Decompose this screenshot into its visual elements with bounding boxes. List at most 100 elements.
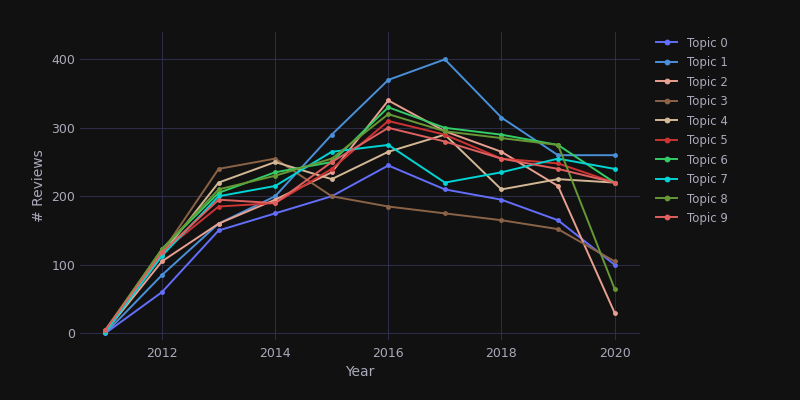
Topic 5 bbox=[214, 204, 223, 209]
Topic 4 bbox=[158, 252, 167, 257]
Topic 6 bbox=[497, 132, 506, 137]
Topic 0 bbox=[214, 228, 223, 233]
Topic 3 bbox=[270, 156, 280, 161]
Topic 8 bbox=[327, 156, 337, 161]
Topic 9 bbox=[214, 197, 223, 202]
Topic 4 bbox=[270, 160, 280, 164]
Topic 1 bbox=[383, 78, 393, 82]
Topic 5 bbox=[553, 161, 562, 166]
Topic 7 bbox=[383, 142, 393, 147]
Topic 6 bbox=[610, 180, 619, 185]
X-axis label: Year: Year bbox=[346, 366, 374, 380]
Topic 9 bbox=[553, 166, 562, 171]
Topic 9 bbox=[610, 180, 619, 185]
Line: Topic 6: Topic 6 bbox=[103, 105, 617, 334]
Topic 4 bbox=[440, 132, 450, 137]
Topic 3 bbox=[158, 250, 167, 255]
Topic 8 bbox=[383, 112, 393, 116]
Topic 7 bbox=[497, 170, 506, 175]
Topic 7 bbox=[214, 194, 223, 199]
Topic 1 bbox=[101, 331, 110, 336]
Topic 2 bbox=[610, 310, 619, 315]
Topic 5 bbox=[270, 201, 280, 206]
Topic 6 bbox=[440, 126, 450, 130]
Topic 5 bbox=[610, 180, 619, 185]
Topic 4 bbox=[214, 180, 223, 185]
Topic 9 bbox=[270, 201, 280, 206]
Topic 4 bbox=[553, 177, 562, 182]
Line: Topic 5: Topic 5 bbox=[103, 118, 617, 334]
Topic 0 bbox=[158, 290, 167, 294]
Topic 1 bbox=[497, 115, 506, 120]
Topic 8 bbox=[158, 246, 167, 251]
Topic 6 bbox=[214, 190, 223, 195]
Topic 7 bbox=[440, 180, 450, 185]
Topic 2 bbox=[101, 329, 110, 334]
Topic 8 bbox=[214, 187, 223, 192]
Topic 5 bbox=[101, 329, 110, 334]
Topic 2 bbox=[327, 170, 337, 175]
Topic 0 bbox=[270, 211, 280, 216]
Topic 2 bbox=[214, 221, 223, 226]
Topic 3 bbox=[383, 204, 393, 209]
Topic 1 bbox=[158, 272, 167, 277]
Line: Topic 2: Topic 2 bbox=[103, 98, 617, 334]
Topic 6 bbox=[553, 142, 562, 147]
Topic 1 bbox=[270, 194, 280, 199]
Topic 3 bbox=[440, 211, 450, 216]
Topic 7 bbox=[553, 156, 562, 161]
Line: Topic 7: Topic 7 bbox=[103, 142, 617, 334]
Topic 2 bbox=[553, 184, 562, 188]
Line: Topic 8: Topic 8 bbox=[103, 112, 617, 332]
Line: Topic 9: Topic 9 bbox=[103, 125, 617, 332]
Topic 9 bbox=[101, 327, 110, 332]
Topic 1 bbox=[214, 221, 223, 226]
Legend: Topic 0, Topic 1, Topic 2, Topic 3, Topic 4, Topic 5, Topic 6, Topic 7, Topic 8,: Topic 0, Topic 1, Topic 2, Topic 3, Topi… bbox=[651, 32, 732, 230]
Topic 8 bbox=[270, 173, 280, 178]
Topic 4 bbox=[497, 187, 506, 192]
Topic 5 bbox=[158, 250, 167, 255]
Topic 4 bbox=[327, 177, 337, 182]
Line: Topic 1: Topic 1 bbox=[103, 57, 617, 336]
Topic 1 bbox=[553, 153, 562, 158]
Line: Topic 4: Topic 4 bbox=[103, 132, 617, 334]
Topic 4 bbox=[610, 180, 619, 185]
Topic 7 bbox=[101, 329, 110, 334]
Line: Topic 0: Topic 0 bbox=[103, 163, 617, 336]
Topic 7 bbox=[327, 149, 337, 154]
Topic 7 bbox=[270, 184, 280, 188]
Topic 3 bbox=[610, 259, 619, 264]
Topic 0 bbox=[610, 262, 619, 267]
Topic 1 bbox=[327, 132, 337, 137]
Topic 3 bbox=[101, 329, 110, 334]
Topic 6 bbox=[327, 160, 337, 164]
Topic 6 bbox=[383, 105, 393, 110]
Topic 8 bbox=[553, 142, 562, 147]
Topic 9 bbox=[327, 160, 337, 164]
Topic 8 bbox=[440, 129, 450, 134]
Topic 3 bbox=[497, 218, 506, 223]
Topic 0 bbox=[497, 197, 506, 202]
Topic 3 bbox=[327, 194, 337, 199]
Topic 1 bbox=[610, 153, 619, 158]
Line: Topic 3: Topic 3 bbox=[103, 156, 617, 334]
Topic 4 bbox=[383, 149, 393, 154]
Topic 7 bbox=[610, 166, 619, 171]
Topic 6 bbox=[270, 170, 280, 175]
Topic 6 bbox=[158, 246, 167, 251]
Topic 5 bbox=[327, 166, 337, 171]
Topic 5 bbox=[383, 118, 393, 123]
Topic 2 bbox=[270, 197, 280, 202]
Topic 0 bbox=[101, 331, 110, 336]
Topic 6 bbox=[101, 329, 110, 334]
Topic 0 bbox=[327, 194, 337, 199]
Topic 5 bbox=[497, 156, 506, 161]
Topic 0 bbox=[383, 163, 393, 168]
Topic 7 bbox=[158, 254, 167, 258]
Topic 8 bbox=[497, 136, 506, 140]
Topic 3 bbox=[553, 227, 562, 232]
Topic 2 bbox=[158, 259, 167, 264]
Topic 2 bbox=[497, 149, 506, 154]
Topic 2 bbox=[440, 129, 450, 134]
Topic 0 bbox=[553, 218, 562, 223]
